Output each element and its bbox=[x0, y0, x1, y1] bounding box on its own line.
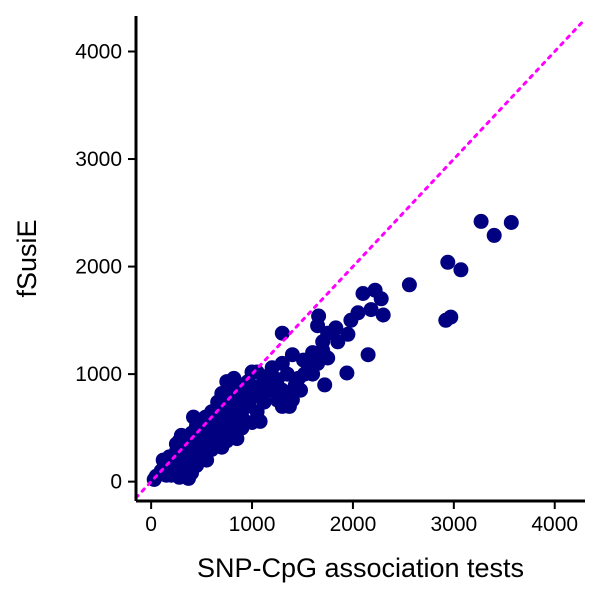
y-axis-title: fSusiE bbox=[12, 219, 42, 297]
data-point bbox=[186, 409, 201, 425]
data-point bbox=[161, 449, 177, 465]
identity-reference-line bbox=[134, 17, 587, 500]
data-point bbox=[282, 388, 298, 404]
x-tick-label: 4000 bbox=[531, 513, 578, 536]
data-point bbox=[301, 360, 316, 376]
data-point bbox=[343, 312, 359, 328]
data-point bbox=[440, 254, 456, 270]
x-axis-title: SNP-CpG association tests bbox=[197, 553, 524, 583]
data-point bbox=[375, 307, 391, 323]
data-point bbox=[453, 262, 469, 278]
x-tick-label: 2000 bbox=[330, 513, 377, 536]
x-tick-label: 1000 bbox=[229, 513, 276, 536]
data-point bbox=[290, 370, 306, 386]
data-point bbox=[473, 213, 489, 229]
data-point bbox=[373, 291, 389, 307]
y-tick-label: 2000 bbox=[75, 256, 122, 279]
data-point bbox=[199, 452, 215, 468]
x-axis-ticks: 0 1000 2000 3000 4000 bbox=[145, 501, 578, 536]
data-point bbox=[230, 407, 246, 423]
data-point bbox=[214, 433, 230, 449]
x-tick-label: 3000 bbox=[430, 513, 477, 536]
data-point bbox=[486, 227, 502, 243]
y-tick-label: 0 bbox=[110, 471, 122, 494]
y-axis-ticks: 0 1000 2000 3000 4000 bbox=[75, 40, 136, 494]
data-point bbox=[503, 215, 519, 230]
data-point bbox=[274, 325, 290, 341]
data-point bbox=[256, 394, 272, 410]
data-point bbox=[175, 445, 191, 461]
data-point bbox=[401, 277, 417, 293]
data-point bbox=[171, 469, 187, 485]
y-tick-label: 1000 bbox=[75, 363, 122, 386]
data-point bbox=[310, 318, 326, 334]
y-tick-label: 3000 bbox=[75, 148, 122, 171]
data-point bbox=[360, 347, 376, 363]
data-point bbox=[200, 424, 216, 440]
data-point bbox=[330, 334, 346, 350]
points-layer bbox=[146, 213, 519, 487]
data-point bbox=[339, 365, 355, 381]
data-point bbox=[238, 383, 254, 399]
y-tick-label: 4000 bbox=[75, 40, 122, 63]
data-point bbox=[208, 410, 224, 426]
data-point bbox=[363, 302, 379, 318]
data-point bbox=[262, 366, 278, 382]
data-point bbox=[438, 312, 454, 328]
data-point bbox=[284, 347, 300, 363]
data-point bbox=[317, 377, 333, 393]
data-point bbox=[355, 286, 371, 301]
data-point bbox=[226, 370, 242, 386]
x-tick-label: 0 bbox=[145, 513, 157, 536]
data-point bbox=[269, 392, 285, 408]
data-point bbox=[252, 413, 268, 429]
